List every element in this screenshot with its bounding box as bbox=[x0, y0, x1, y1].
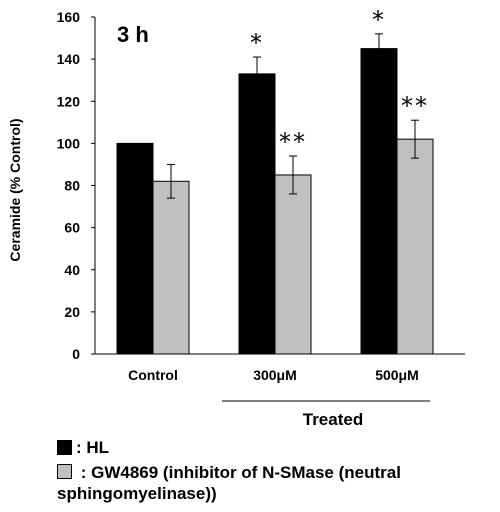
y-axis-label: Ceramide (% Control) bbox=[7, 118, 23, 261]
bar-hl-0 bbox=[116, 142, 154, 355]
y-tick-label: 60 bbox=[64, 220, 80, 236]
time-annotation: 3 h bbox=[117, 22, 149, 47]
bar-hl-2 bbox=[360, 48, 398, 355]
y-tick-label: 0 bbox=[72, 346, 80, 362]
y-tick-label: 20 bbox=[64, 304, 80, 320]
legend-item-hl: : HL bbox=[57, 437, 109, 458]
y-tick-label: 40 bbox=[64, 262, 80, 278]
x-axis: Control 300μM 500μM bbox=[128, 367, 419, 383]
bar-hl-1 bbox=[238, 73, 276, 355]
y-axis: 0 20 40 60 80 100 120 140 160 bbox=[57, 9, 95, 362]
y-tick-label: 100 bbox=[57, 135, 81, 151]
legend-swatch-hl bbox=[57, 440, 72, 455]
x-tick-label: Control bbox=[128, 367, 178, 383]
y-tick-label: 120 bbox=[57, 93, 81, 109]
significance-marker: ** bbox=[401, 92, 429, 120]
legend-label-hl: : HL bbox=[76, 438, 110, 457]
significance-marker: * bbox=[250, 29, 264, 57]
bar-chart: Ceramide (% Control) 0 20 40 60 80 100 120 140 1… bbox=[7, 6, 465, 429]
x-tick-label: 500μM bbox=[375, 367, 419, 383]
y-tick-label: 80 bbox=[64, 178, 80, 194]
group-label-treated: Treated bbox=[303, 410, 363, 429]
y-tick-label: 140 bbox=[57, 51, 81, 67]
legend-label-gw4869: : GW4869 (inhibitor of N-SMase (neutral … bbox=[57, 463, 401, 503]
significance-marker: ** bbox=[279, 128, 307, 156]
y-tick-label: 160 bbox=[57, 9, 81, 25]
legend-item-gw4869: : GW4869 (inhibitor of N-SMase (neutral … bbox=[57, 461, 477, 504]
bar-gw4869-2 bbox=[396, 138, 434, 355]
x-tick-label: 300μM bbox=[253, 367, 297, 383]
bar-gw4869-1 bbox=[274, 174, 312, 355]
legend-swatch-gw4869 bbox=[57, 464, 72, 479]
bar-gw4869-0 bbox=[152, 180, 190, 355]
significance-marker: * bbox=[372, 6, 386, 34]
bars: ****** bbox=[116, 6, 434, 355]
